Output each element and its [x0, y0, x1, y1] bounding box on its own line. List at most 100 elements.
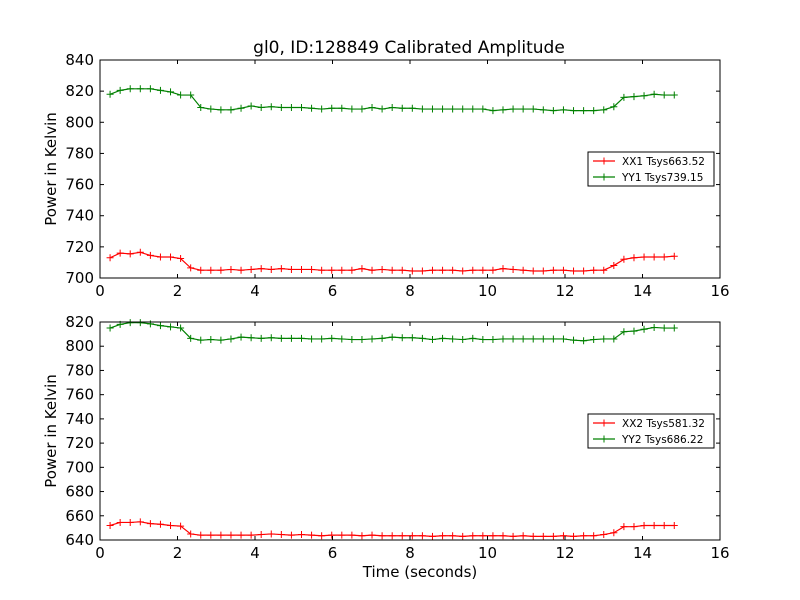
data-point — [479, 336, 487, 344]
legend-label: XX2 Tsys581.32 — [622, 418, 705, 430]
data-point — [650, 323, 658, 331]
data-point — [519, 266, 527, 274]
data-point — [146, 520, 154, 528]
data-point — [489, 532, 497, 540]
data-point — [348, 266, 356, 274]
legend-label: YY1 Tsys739.15 — [621, 172, 703, 184]
data-point — [338, 531, 346, 539]
x-tick-label: 14 — [633, 282, 652, 300]
data-point — [197, 103, 205, 111]
subplot-1: 0 2 4 6 8 10 12 14 16 700 720 740 760 780 800 820 840 Pow… — [42, 51, 730, 300]
data-point — [167, 521, 175, 529]
data-point — [640, 521, 648, 529]
data-point — [227, 335, 235, 343]
data-point — [539, 267, 547, 275]
y-tick-label: 800 — [65, 113, 94, 131]
data-point — [227, 265, 235, 273]
data-point — [428, 266, 436, 274]
data-point — [650, 90, 658, 98]
data-point — [408, 334, 416, 342]
data-point — [207, 266, 215, 274]
data-point — [600, 266, 608, 274]
x-tick-label: 0 — [95, 282, 105, 300]
x-axis-label: Time (seconds) — [362, 563, 478, 581]
x-tick-label: 2 — [173, 544, 183, 562]
data-point — [479, 266, 487, 274]
data-point — [227, 531, 235, 539]
y-tick-label: 840 — [65, 51, 94, 69]
data-point — [348, 531, 356, 539]
data-point — [640, 92, 648, 100]
data-point — [418, 532, 426, 540]
data-point — [449, 266, 457, 274]
x-tick-label: 10 — [478, 282, 497, 300]
data-point — [237, 104, 245, 112]
data-point — [378, 334, 386, 342]
data-point — [459, 532, 467, 540]
legend: XX1 Tsys663.52 YY1 Tsys739.15 — [587, 151, 715, 187]
data-point — [318, 335, 326, 343]
data-point — [499, 335, 507, 343]
data-point — [368, 335, 376, 343]
data-point — [298, 531, 305, 539]
data-point — [106, 521, 114, 529]
data-point — [600, 106, 608, 114]
data-point — [428, 336, 436, 344]
y-tick-label: 780 — [65, 144, 94, 162]
data-point — [167, 253, 175, 261]
legend-box — [587, 151, 715, 187]
data-point — [549, 107, 557, 115]
data-point — [368, 531, 376, 539]
data-point — [328, 531, 336, 539]
data-point — [126, 518, 134, 526]
data-point — [529, 335, 537, 343]
legend-label: YY2 Tsys686.22 — [621, 434, 703, 446]
data-point — [318, 105, 326, 113]
data-point — [267, 103, 275, 111]
data-point — [368, 103, 376, 111]
series-2 — [106, 85, 678, 115]
data-point — [660, 91, 668, 99]
x-tick-label: 6 — [328, 544, 338, 562]
y-tick-label: 780 — [65, 361, 94, 379]
data-point — [660, 253, 668, 261]
data-point — [519, 532, 527, 540]
data-point — [287, 334, 295, 342]
data-point — [539, 335, 547, 343]
data-point — [539, 106, 547, 114]
legend-label: XX1 Tsys663.52 — [622, 156, 705, 168]
data-point — [328, 266, 336, 274]
legend-marker — [600, 157, 608, 165]
x-tick-label: 10 — [478, 544, 497, 562]
data-point — [580, 532, 588, 540]
data-point — [459, 105, 467, 113]
series-1 — [106, 518, 678, 540]
data-point — [388, 532, 396, 540]
data-point — [610, 335, 618, 343]
legend-marker — [600, 419, 608, 427]
data-point — [257, 103, 265, 111]
y-tick-label: 820 — [65, 82, 94, 100]
data-point — [590, 532, 598, 540]
data-point — [428, 105, 436, 113]
data-point — [408, 104, 416, 112]
legend-marker — [600, 173, 608, 181]
data-point — [167, 323, 175, 331]
legend: XX2 Tsys581.32 YY2 Tsys686.22 — [587, 413, 715, 449]
data-point — [277, 265, 285, 273]
data-point — [207, 105, 215, 113]
data-point — [308, 335, 316, 343]
data-point — [650, 521, 658, 529]
data-point — [559, 266, 567, 274]
data-point — [338, 104, 346, 112]
data-point — [308, 531, 316, 539]
y-axis-label: Power in Kelvin — [42, 112, 60, 226]
figure-title: gl0, ID:128849 Calibrated Amplitude — [253, 38, 565, 58]
data-point — [106, 90, 114, 98]
y-tick-label: 680 — [65, 483, 94, 501]
data-point — [580, 337, 588, 345]
data-point — [398, 104, 406, 112]
data-point — [620, 255, 628, 263]
